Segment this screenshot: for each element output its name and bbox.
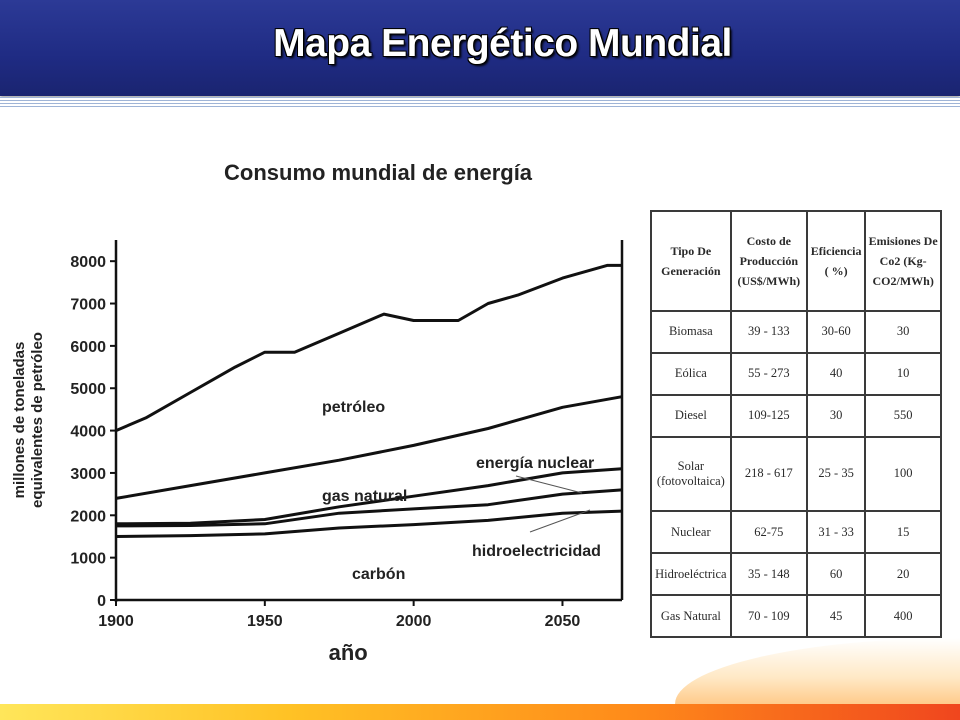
- table-cell: Eólica: [650, 351, 732, 396]
- x-axis-label: año: [329, 640, 368, 665]
- table-header-cell: Tipo De Generación: [650, 210, 732, 312]
- energy-consumption-chart: Consumo mundial de energía 0 1000 2000 3000 4…: [0, 140, 640, 680]
- table-cell: 70 - 109: [729, 594, 808, 638]
- series-annotation: energía nuclear: [476, 455, 594, 472]
- table-header-cell: Eficiencia ( %): [805, 210, 867, 312]
- x-tick-label: 1900: [98, 613, 134, 630]
- table-cell: 35 - 148: [729, 552, 808, 597]
- y-tick-label: 7000: [70, 297, 106, 314]
- table-cell: 30: [805, 393, 867, 438]
- table-cell: 30-60: [805, 310, 867, 354]
- series-annotation: carbón: [352, 566, 405, 583]
- table-row: Gas Natural 70 - 109 45 400: [650, 594, 942, 638]
- table-cell: 31 - 33: [805, 510, 867, 555]
- table-cell: 62-75: [729, 510, 808, 555]
- table-body: Biomasa 39 - 133 30-60 30 Eólica 55 - 273 40 10…: [650, 310, 942, 638]
- table-cell: Hidroeléctrica: [650, 552, 732, 597]
- series-annotation: petróleo: [322, 399, 385, 416]
- table-cell: 100: [864, 435, 942, 513]
- series-annotation: gas natural: [322, 488, 407, 505]
- series-line-2: [115, 467, 623, 526]
- y-tick-label: 4000: [70, 424, 106, 441]
- y-tick-label: 5000: [70, 381, 106, 398]
- y-tick-label: 0: [97, 593, 106, 610]
- table-cell: 25 - 35: [805, 435, 867, 513]
- table-cell: Solar (fotovoltaica): [650, 435, 732, 513]
- table-cell: 109-125: [729, 393, 808, 438]
- series-line-3: [115, 395, 623, 500]
- y-tick-label: 6000: [70, 339, 106, 356]
- table-cell: 10: [864, 351, 942, 396]
- x-tick-label: 2050: [545, 613, 581, 630]
- chart-svg: Consumo mundial de energía 0 1000 2000 3000 4…: [11, 160, 624, 665]
- header-stripes: [0, 97, 960, 109]
- bottom-accent-bar: [0, 704, 960, 720]
- x-tick-label: 2000: [396, 613, 432, 630]
- table-cell: Biomasa: [650, 310, 732, 354]
- x-tick-label: 1950: [247, 613, 283, 630]
- corner-decoration: [675, 638, 960, 704]
- table-cell: 218 - 617: [729, 435, 808, 513]
- series-line-1: [115, 488, 623, 528]
- table-cell: 40: [805, 351, 867, 396]
- table-row: Biomasa 39 - 133 30-60 30: [650, 310, 942, 354]
- table-cell: Gas Natural: [650, 594, 732, 638]
- table-cell: 60: [805, 552, 867, 597]
- table-cell: 20: [864, 552, 942, 597]
- chart-title: Consumo mundial de energía: [224, 160, 533, 185]
- table-row: Diesel 109-125 30 550: [650, 393, 942, 438]
- leader-line-nuclear: [515, 475, 583, 494]
- table-row: Solar (fotovoltaica) 218 - 617 25 - 35 100: [650, 435, 942, 513]
- table-cell: Diesel: [650, 393, 732, 438]
- y-tick-label: 3000: [70, 466, 106, 483]
- generation-table: Tipo De Generación Costo de Producción (U…: [650, 210, 942, 638]
- generation-table-container: Tipo De Generación Costo de Producción (U…: [650, 210, 942, 638]
- series-annotation: hidroelectricidad: [472, 543, 601, 560]
- slide-header: Mapa Energético Mundial: [0, 0, 960, 96]
- y-tick-label: 1000: [70, 551, 106, 568]
- leader-line-hydro: [529, 509, 591, 533]
- series-line-0: [115, 509, 623, 538]
- y-axis-label: millones de toneladas: [11, 342, 28, 499]
- table-cell: 400: [864, 594, 942, 638]
- table-header-cell: Emisiones De Co2 (Kg-CO2/MWh): [864, 210, 942, 312]
- table-row: Hidroeléctrica 35 - 148 60 20: [650, 552, 942, 597]
- table-cell: 15: [864, 510, 942, 555]
- slide-title: Mapa Energético Mundial: [273, 22, 732, 65]
- table-cell: 39 - 133: [729, 310, 808, 354]
- table-cell: 45: [805, 594, 867, 638]
- table-cell: 550: [864, 393, 942, 438]
- table-cell: 30: [864, 310, 942, 354]
- table-row: Nuclear 62-75 31 - 33 15: [650, 510, 942, 555]
- table-row: Eólica 55 - 273 40 10: [650, 351, 942, 396]
- table-cell: Nuclear: [650, 510, 732, 555]
- series-line-4: [115, 263, 622, 432]
- y-tick-label: 2000: [70, 508, 106, 525]
- y-axis-label: equivalentes de petróleo: [29, 332, 46, 508]
- table-header-row: Tipo De Generación Costo de Producción (U…: [650, 210, 942, 312]
- y-tick-label: 8000: [70, 254, 106, 271]
- table-header-cell: Costo de Producción (US$/MWh): [729, 210, 808, 312]
- table-cell: 55 - 273: [729, 351, 808, 396]
